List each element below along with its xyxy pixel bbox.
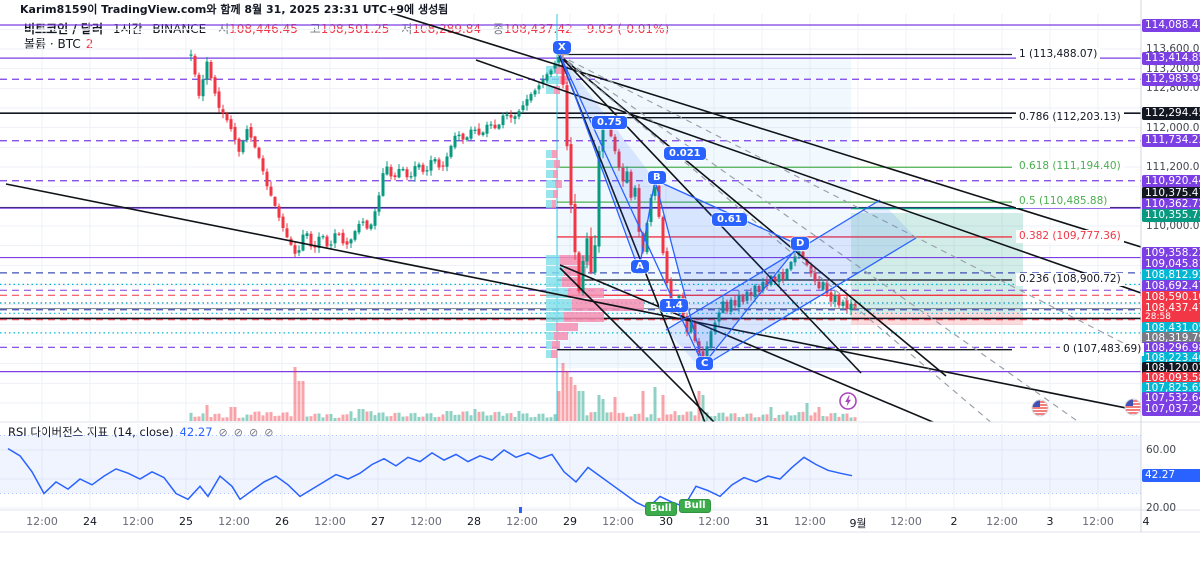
price-axis-badge: 109,358.22: [1142, 247, 1200, 260]
price-axis-badge: 110,920.44: [1142, 175, 1200, 188]
time-axis-label: 26: [275, 515, 289, 528]
rsi-params: (14, close): [113, 425, 174, 439]
attribution-text: Karim8159이 TradingView.com와 함께 8월 31, 20…: [20, 3, 449, 16]
time-axis-label: 12:00: [986, 515, 1018, 528]
time-axis-label: 12:00: [314, 515, 346, 528]
price-axis-badge: 107,825.65: [1142, 382, 1200, 395]
time-axis-label: 31: [755, 515, 769, 528]
pattern-ratio-label[interactable]: 0.75: [592, 116, 627, 129]
bull-divergence-label: Bull: [645, 502, 677, 516]
time-axis-label: 12:00: [410, 515, 442, 528]
price-axis-badge: 109,045.81: [1142, 258, 1200, 271]
price-axis-badge: 112,983.98: [1142, 73, 1200, 86]
time-axis-label: 4: [1142, 515, 1150, 528]
pattern-ratio-label[interactable]: 0.61: [712, 213, 747, 226]
pattern-point-d[interactable]: D: [791, 237, 810, 250]
price-axis-badge: 111,734.23: [1142, 134, 1200, 147]
pattern-point-x[interactable]: X: [553, 41, 571, 54]
time-axis-label: 25: [179, 515, 193, 528]
lightning-alert-icon[interactable]: [839, 392, 857, 414]
time-axis-label: 12:00: [26, 515, 58, 528]
price-axis-label: 113,200.00: [1146, 62, 1200, 75]
volume-label: 볼륨 · BTC: [24, 37, 81, 51]
time-axis-label: 12:00: [794, 515, 826, 528]
pattern-point-b[interactable]: B: [648, 171, 666, 184]
volume-series: [189, 363, 857, 421]
rsi-axis-label: 20.00: [1146, 502, 1177, 514]
rsi-value: 42.27: [179, 425, 213, 439]
hidden-value-icon: ⊘: [218, 426, 228, 439]
rsi-title[interactable]: RSI 다이버전스 지표: [8, 425, 109, 439]
fib-level-label[interactable]: 0.786 (112,203.13): [1016, 110, 1124, 124]
price-axis-badge: 108,590.10: [1142, 291, 1200, 304]
price-axis-badge: 107,037.20: [1142, 403, 1200, 416]
time-axis-label: 12:00: [122, 515, 154, 528]
time-axis-label: 2: [950, 515, 958, 528]
price-axis-label: 111,200.00: [1146, 160, 1200, 173]
pattern-point-c[interactable]: C: [696, 357, 714, 370]
rsi-value-badge: 42.27: [1142, 468, 1200, 482]
time-axis-label: 12:00: [602, 515, 634, 528]
price-axis-badge: 110,355.73: [1142, 209, 1200, 222]
us-flag-icon: [1031, 399, 1049, 421]
fib-level-label[interactable]: 0.382 (109,777.36): [1016, 229, 1124, 243]
rsi-indicator-header[interactable]: RSI 다이버전스 지표 (14, close) 42.27 ⊘ ⊘ ⊘ ⊘: [8, 424, 273, 440]
hidden-value-icon: ⊘: [264, 426, 274, 439]
time-axis-label: 29: [563, 515, 577, 528]
price-axis-label: 112,000.00: [1146, 121, 1200, 134]
price-axis-badge: 108,692.47: [1142, 280, 1200, 293]
pattern-point-a[interactable]: A: [631, 260, 649, 273]
pattern-ratio-label[interactable]: 0.021: [664, 147, 706, 160]
price-axis-badge: 108,431.05: [1142, 322, 1200, 335]
time-axis-label: 9월: [849, 517, 867, 530]
price-axis-badge: 110,375.47: [1142, 187, 1200, 200]
price-axis-badge: 110,362.72: [1142, 198, 1200, 211]
price-axis-badge: 108,093.58: [1142, 372, 1200, 385]
time-axis-label: 24: [83, 515, 97, 528]
price-axis-badge: 107,532.64: [1142, 392, 1200, 405]
price-axis-badge: 108,437.47 28:58: [1142, 302, 1200, 324]
price-axis-badge: 108,223.46: [1142, 352, 1200, 365]
time-axis-label: 12:00: [698, 515, 730, 528]
price-axis-label: 110,000.00: [1146, 219, 1200, 232]
rsi-axis-label: 60.00: [1146, 444, 1177, 456]
time-axis-label: 27: [371, 515, 385, 528]
fib-level-label[interactable]: 0.5 (110,485.88): [1016, 195, 1111, 209]
pattern-ratio-label[interactable]: 1.4: [660, 299, 688, 312]
time-axis-label: 30: [659, 515, 673, 528]
price-axis-badge: 108,296.98: [1142, 342, 1200, 355]
time-axis-label: 28: [467, 515, 481, 528]
price-axis-badge: 108,319.79: [1142, 332, 1200, 345]
time-axis-label: 3: [1046, 515, 1054, 528]
time-axis-label: 12:00: [1082, 515, 1114, 528]
fib-level-label[interactable]: 0.618 (111,194.40): [1016, 160, 1124, 174]
fib-level-label[interactable]: 1 (113,488.07): [1016, 47, 1101, 61]
rsi-line: [7, 447, 853, 509]
price-axis-badge: 112,294.45: [1142, 107, 1200, 120]
countdown-timer: 28:58: [1145, 312, 1171, 322]
time-axis-label: 12:00: [218, 515, 250, 528]
bull-divergence-label: Bull: [679, 499, 711, 513]
price-axis-badge: 108,812.92: [1142, 269, 1200, 282]
hidden-value-icon: ⊘: [233, 426, 243, 439]
time-axis-label: 12:00: [506, 515, 538, 528]
fib-level-label[interactable]: 0.236 (108,900.72): [1016, 273, 1124, 287]
price-axis-badge: 114,088.41: [1142, 19, 1200, 32]
price-axis-badge: 108,120.02: [1142, 362, 1200, 375]
hidden-value-icon: ⊘: [248, 426, 259, 439]
time-axis-label: 12:00: [890, 515, 922, 528]
fib-level-label[interactable]: 0 (107,483.69): [1060, 342, 1145, 356]
us-flag-icon: [1124, 398, 1142, 420]
price-axis-badge: 113,414.85: [1142, 52, 1200, 65]
